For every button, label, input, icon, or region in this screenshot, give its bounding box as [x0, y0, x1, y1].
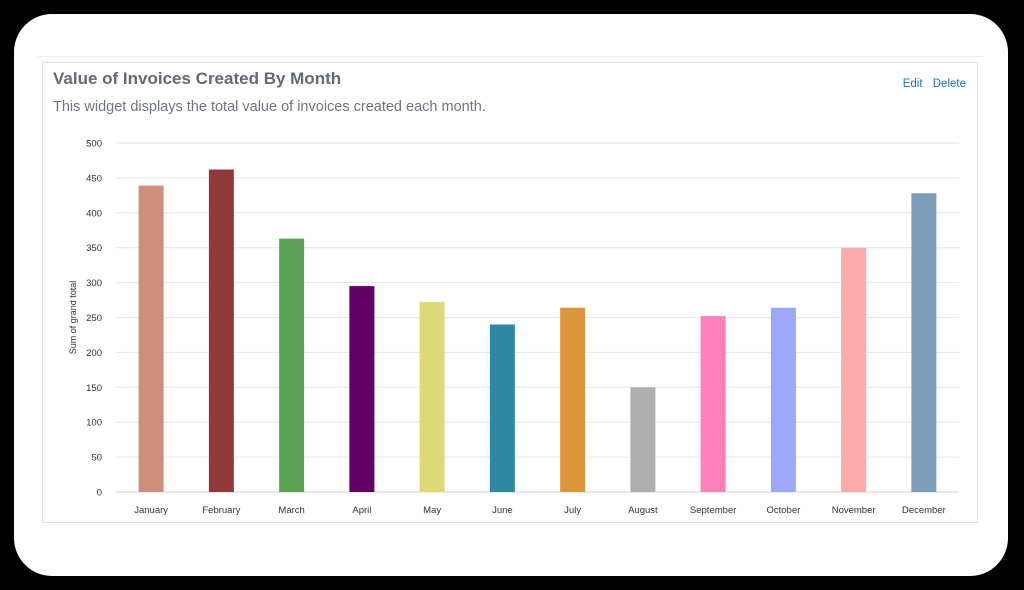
- bar-february[interactable]: [208, 169, 234, 493]
- y-tick-label: 350: [86, 243, 102, 254]
- x-tick-label: March: [278, 505, 304, 516]
- x-tick-label: August: [628, 505, 658, 516]
- app-window: 0 50 100 150 200 250 300 350 400 450 500 Sum of gra…: [14, 14, 1008, 576]
- y-tick-label: 50: [91, 453, 102, 464]
- y-tick-label: 100: [86, 418, 102, 429]
- bar-december[interactable]: [911, 193, 937, 493]
- divider: [38, 56, 984, 57]
- x-tick-label: January: [134, 505, 168, 516]
- edit-link[interactable]: Edit: [902, 78, 923, 90]
- x-tick-label: October: [766, 505, 800, 516]
- y-tick-label: 0: [97, 488, 102, 499]
- x-tick-label: June: [492, 505, 513, 516]
- y-tick-label: 450: [86, 173, 102, 184]
- x-tick-label: September: [690, 505, 736, 516]
- bar-january[interactable]: [138, 185, 164, 492]
- invoice-widget: 0 50 100 150 200 250 300 350 400 450 500 Sum of gra…: [42, 62, 978, 523]
- bar-september[interactable]: [700, 316, 726, 492]
- y-tick-label: 250: [86, 313, 102, 324]
- bar-october[interactable]: [770, 307, 796, 492]
- bar-july[interactable]: [560, 307, 586, 492]
- x-tick-label: February: [202, 505, 240, 516]
- bar-april[interactable]: [349, 286, 375, 492]
- x-tick-label: July: [564, 505, 581, 516]
- delete-link[interactable]: Delete: [932, 78, 966, 90]
- widget-actions: Edit Delete: [896, 78, 966, 90]
- y-axis-label: Sum of grand total: [68, 281, 78, 355]
- x-tick-label: May: [423, 505, 441, 516]
- x-tick-label: December: [902, 505, 946, 516]
- bar-march[interactable]: [279, 238, 305, 492]
- bar-june[interactable]: [489, 324, 515, 492]
- y-tick-label: 200: [86, 348, 102, 359]
- x-tick-label: November: [832, 505, 876, 516]
- bar-chart: 0 50 100 150 200 250 300 350 400 450 500 Sum of gra…: [68, 139, 959, 516]
- y-tick-label: 300: [86, 278, 102, 289]
- y-tick-label: 150: [86, 383, 102, 394]
- bar-may[interactable]: [419, 302, 445, 492]
- widget-title: Value of Invoices Created By Month: [53, 69, 342, 88]
- bar-august[interactable]: [630, 387, 656, 492]
- widget-description: This widget displays the total value of …: [53, 99, 486, 115]
- y-tick-label: 400: [86, 208, 102, 219]
- y-tick-label: 500: [86, 139, 102, 150]
- x-tick-label: April: [352, 505, 371, 516]
- bar-november[interactable]: [841, 247, 867, 492]
